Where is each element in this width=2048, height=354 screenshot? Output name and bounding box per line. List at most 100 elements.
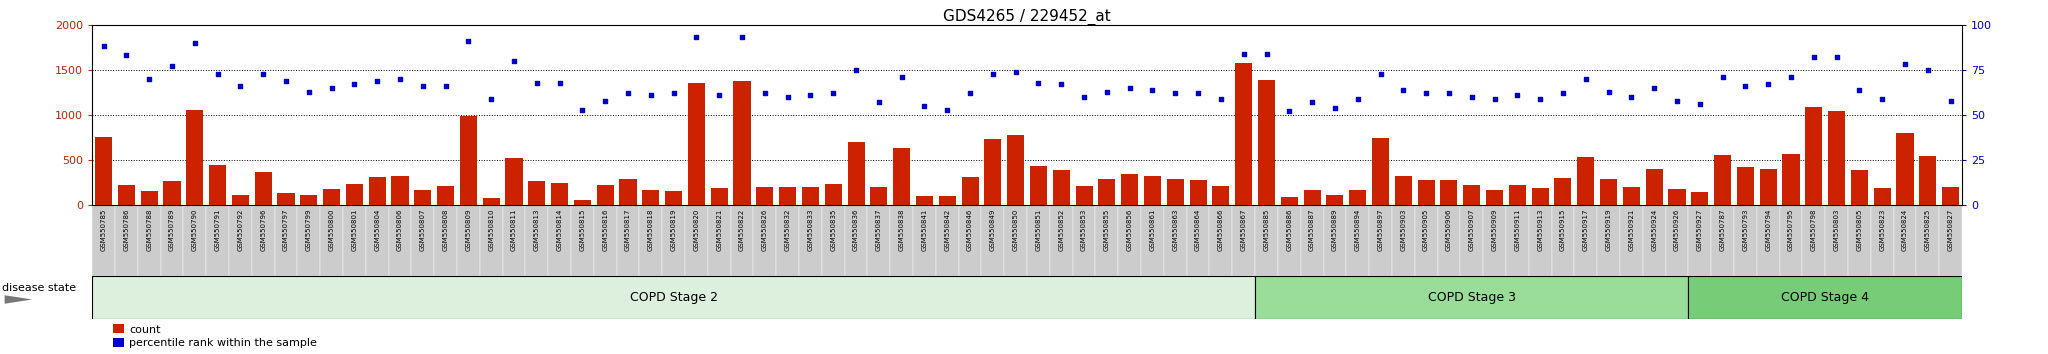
Point: [383, 76, 416, 82]
Bar: [1622, 187, 1640, 205]
Point: [1569, 76, 1602, 82]
Bar: [1939, 205, 1962, 276]
Bar: [1346, 205, 1370, 276]
Point: [1866, 96, 1898, 102]
Bar: [1552, 205, 1575, 276]
Text: GSM550827: GSM550827: [1948, 209, 1954, 251]
Bar: [618, 179, 637, 205]
Bar: [526, 205, 549, 276]
Bar: [1235, 63, 1251, 205]
Bar: [1370, 205, 1393, 276]
Bar: [1440, 180, 1458, 205]
Bar: [1554, 178, 1571, 205]
Bar: [1098, 179, 1116, 205]
Text: GSM550821: GSM550821: [717, 209, 723, 251]
Bar: [1393, 205, 1415, 276]
Point: [907, 103, 940, 109]
Text: GSM550804: GSM550804: [375, 209, 381, 251]
Bar: [1665, 205, 1688, 276]
Bar: [1825, 205, 1847, 276]
Bar: [369, 177, 385, 205]
Text: disease state: disease state: [2, 283, 76, 293]
Bar: [1802, 205, 1825, 276]
Text: GSM550894: GSM550894: [1354, 209, 1360, 251]
Bar: [1874, 188, 1890, 205]
Bar: [1004, 205, 1026, 276]
Point: [1933, 98, 1966, 103]
Point: [1159, 91, 1192, 96]
Text: GSM550811: GSM550811: [512, 209, 516, 251]
Bar: [1528, 205, 1552, 276]
Point: [1249, 51, 1282, 57]
Bar: [1597, 205, 1620, 276]
Point: [680, 35, 713, 40]
Bar: [1462, 184, 1481, 205]
Text: GSM550915: GSM550915: [1561, 209, 1567, 251]
Text: GSM550887: GSM550887: [1309, 209, 1315, 251]
Bar: [1688, 276, 1962, 319]
Bar: [1509, 185, 1526, 205]
Point: [453, 38, 485, 44]
Bar: [1118, 205, 1141, 276]
Point: [270, 78, 303, 84]
Point: [999, 69, 1032, 75]
Text: GSM550807: GSM550807: [420, 209, 426, 251]
Point: [88, 44, 121, 49]
Bar: [1505, 205, 1528, 276]
Bar: [94, 137, 113, 205]
Point: [315, 85, 348, 91]
Text: GSM550823: GSM550823: [1880, 209, 1884, 251]
Bar: [1669, 189, 1686, 205]
Point: [475, 96, 508, 102]
Bar: [1599, 179, 1618, 205]
Bar: [1096, 205, 1118, 276]
Text: GSM550822: GSM550822: [739, 209, 745, 251]
Text: GSM550818: GSM550818: [647, 209, 653, 251]
Text: GSM550851: GSM550851: [1036, 209, 1042, 251]
Text: GSM550832: GSM550832: [784, 209, 791, 251]
Bar: [1327, 195, 1343, 205]
Bar: [1233, 205, 1255, 276]
Point: [498, 58, 530, 64]
Bar: [1829, 112, 1845, 205]
Bar: [461, 116, 477, 205]
Bar: [1255, 205, 1278, 276]
Point: [1591, 89, 1624, 95]
Bar: [938, 196, 956, 205]
Point: [543, 80, 575, 85]
Text: GSM550798: GSM550798: [1810, 209, 1817, 251]
Bar: [1417, 180, 1436, 205]
Bar: [119, 185, 135, 205]
Point: [520, 80, 553, 85]
Point: [430, 83, 463, 89]
Point: [748, 91, 780, 96]
Bar: [436, 186, 455, 205]
Text: GSM550794: GSM550794: [1765, 209, 1772, 251]
Point: [406, 83, 438, 89]
Bar: [1714, 155, 1731, 205]
Bar: [231, 195, 250, 205]
Text: GSM550837: GSM550837: [877, 209, 883, 251]
Bar: [252, 205, 274, 276]
Text: GSM550817: GSM550817: [625, 209, 631, 251]
Text: GSM550809: GSM550809: [465, 209, 471, 251]
Bar: [1757, 205, 1780, 276]
Bar: [1575, 205, 1597, 276]
Text: GSM550790: GSM550790: [193, 209, 199, 251]
Bar: [549, 205, 571, 276]
Bar: [1415, 205, 1438, 276]
Text: GSM550861: GSM550861: [1149, 209, 1155, 251]
Point: [1296, 99, 1329, 105]
Text: GSM550801: GSM550801: [352, 209, 358, 251]
Bar: [1896, 133, 1913, 205]
Text: GSM550838: GSM550838: [899, 209, 905, 251]
Point: [840, 67, 872, 73]
Bar: [115, 205, 137, 276]
Point: [1661, 98, 1694, 103]
Bar: [1620, 205, 1642, 276]
Point: [1456, 94, 1489, 100]
Bar: [1120, 174, 1139, 205]
Bar: [573, 200, 592, 205]
Bar: [891, 205, 913, 276]
Text: GSM550785: GSM550785: [100, 209, 106, 251]
